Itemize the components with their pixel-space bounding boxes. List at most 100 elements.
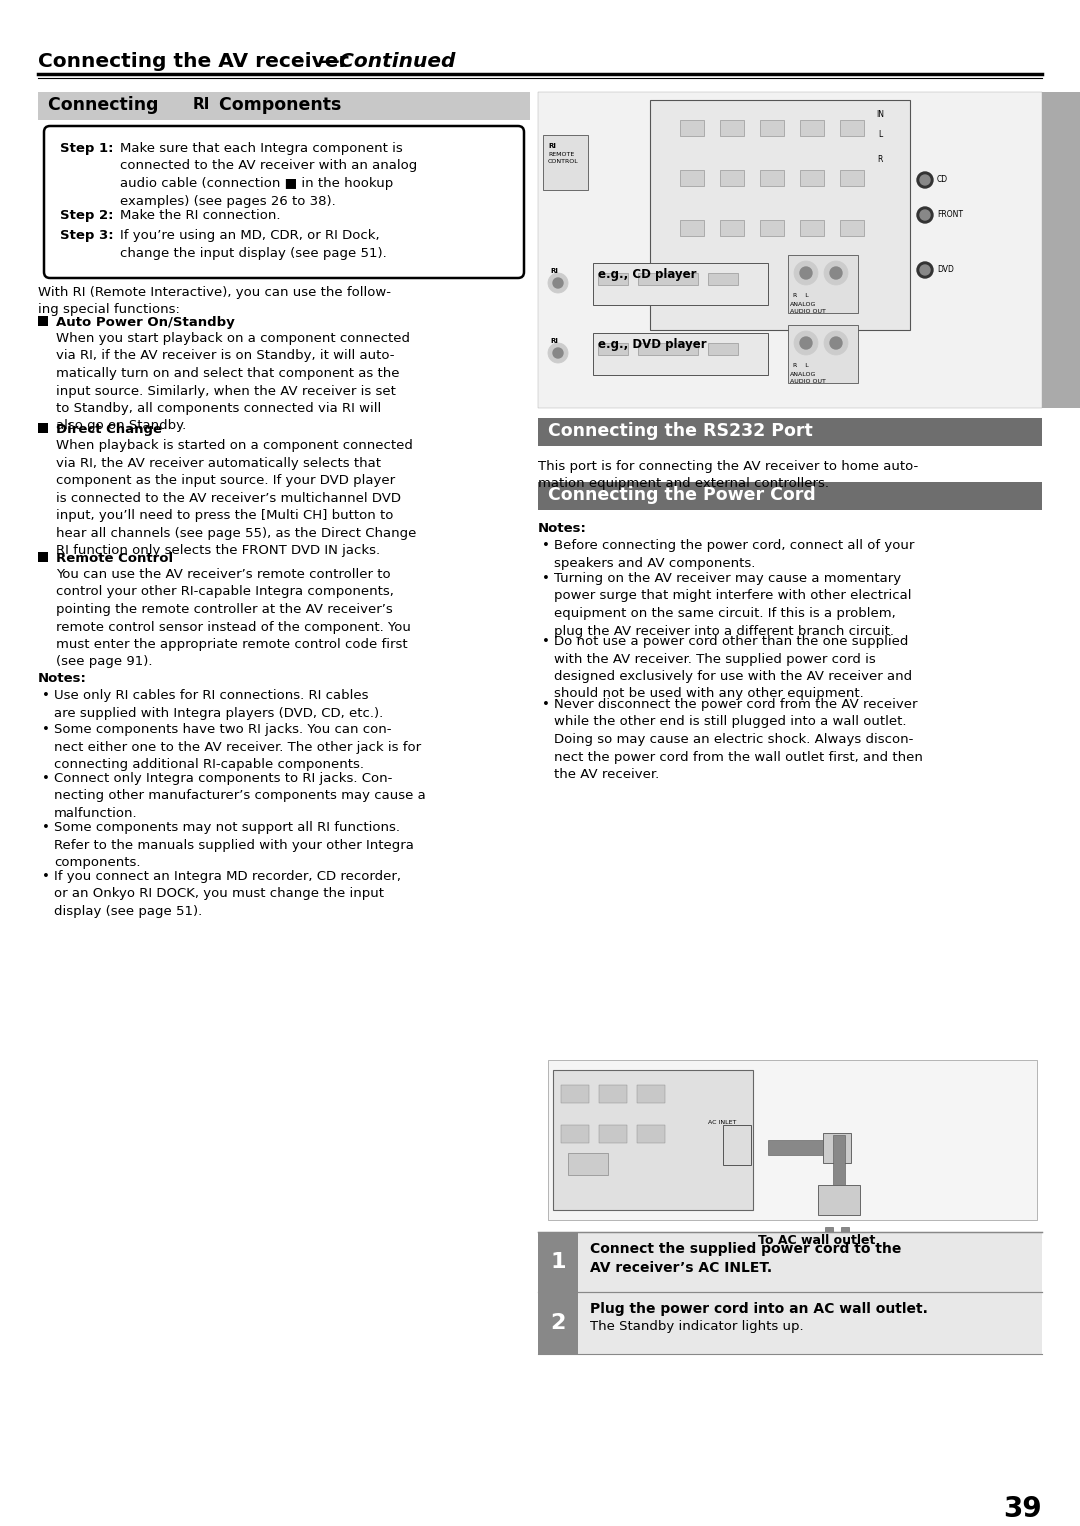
Bar	[538, 1231, 578, 1293]
Text: AC INLET: AC INLET	[708, 1120, 737, 1125]
Text: Direct Change: Direct Change	[56, 423, 162, 436]
Text: Some components may not support all RI functions.
Refer to the manuals supplied : Some components may not support all RI f…	[54, 821, 414, 868]
Text: Make the RI connection.: Make the RI connection.	[120, 209, 281, 221]
Text: AUDIO OUT: AUDIO OUT	[789, 308, 826, 314]
Bar	[548, 1061, 1037, 1219]
Text: Connecting the AV receiver: Connecting the AV receiver	[38, 52, 349, 72]
Text: •: •	[42, 772, 50, 784]
Text: Connecting: Connecting	[48, 96, 164, 114]
Text: •: •	[42, 870, 50, 884]
Text: e.g., DVD player: e.g., DVD player	[598, 337, 706, 351]
Text: •: •	[542, 697, 550, 711]
Bar	[638, 273, 698, 285]
Text: RI: RI	[550, 269, 558, 275]
Bar	[538, 92, 1042, 407]
Circle shape	[794, 331, 818, 356]
Bar	[760, 169, 784, 186]
Bar	[840, 169, 864, 186]
Bar	[538, 1293, 1042, 1354]
Circle shape	[920, 175, 930, 185]
Bar	[800, 220, 824, 237]
Circle shape	[800, 267, 812, 279]
Circle shape	[831, 267, 842, 279]
Bar	[538, 418, 1042, 446]
Text: •: •	[42, 723, 50, 736]
Text: AUDIO OUT: AUDIO OUT	[789, 378, 826, 385]
Text: FRONT: FRONT	[937, 211, 963, 220]
Text: To AC wall outlet: To AC wall outlet	[758, 1235, 876, 1247]
Bar	[788, 255, 858, 313]
Bar	[760, 220, 784, 237]
Bar	[841, 1227, 849, 1242]
Text: R    L: R L	[793, 363, 809, 368]
Bar	[38, 552, 48, 562]
Text: This port is for connecting the AV receiver to home auto-
mation equipment and e: This port is for connecting the AV recei…	[538, 459, 918, 490]
Bar	[538, 1231, 1042, 1293]
Text: Notes:: Notes:	[538, 522, 586, 536]
Text: Before connecting the power cord, connect all of your
speakers and AV components: Before connecting the power cord, connec…	[554, 539, 915, 569]
Bar	[840, 121, 864, 136]
Text: IN: IN	[876, 110, 885, 119]
Bar	[598, 273, 627, 285]
Text: Components: Components	[213, 96, 341, 114]
Text: CONTROL: CONTROL	[548, 159, 579, 163]
Bar	[1042, 92, 1080, 407]
Bar	[637, 1085, 665, 1103]
Bar	[768, 1140, 823, 1155]
Text: —Continued: —Continued	[320, 52, 457, 72]
Bar	[593, 262, 768, 305]
Circle shape	[794, 261, 818, 285]
Bar	[593, 333, 768, 375]
Text: With RI (Remote Interactive), you can use the follow-
ing special functions:: With RI (Remote Interactive), you can us…	[38, 285, 391, 316]
Text: If you’re using an MD, CDR, or RI Dock,
change the input display (see page 51).: If you’re using an MD, CDR, or RI Dock, …	[120, 229, 387, 259]
Bar	[598, 343, 627, 356]
Circle shape	[548, 273, 568, 293]
Text: R: R	[877, 156, 882, 163]
FancyBboxPatch shape	[44, 127, 524, 278]
Bar	[538, 1293, 578, 1354]
Text: Notes:: Notes:	[38, 671, 86, 685]
Bar	[723, 1125, 751, 1164]
Bar	[553, 1070, 753, 1210]
Text: •: •	[542, 572, 550, 584]
Circle shape	[917, 208, 933, 223]
Text: RI: RI	[548, 143, 556, 150]
Circle shape	[917, 172, 933, 188]
Text: Plug the power cord into an AC wall outlet.: Plug the power cord into an AC wall outl…	[590, 1302, 928, 1315]
Bar	[599, 1125, 627, 1143]
Text: RI: RI	[193, 98, 211, 111]
Text: Auto Power On/Standby: Auto Power On/Standby	[56, 316, 234, 330]
Bar	[800, 121, 824, 136]
Text: The Standby indicator lights up.: The Standby indicator lights up.	[590, 1320, 804, 1334]
Text: Connect the supplied power cord to the
AV receiver’s AC INLET.: Connect the supplied power cord to the A…	[590, 1242, 902, 1274]
Bar	[720, 169, 744, 186]
Text: Connecting the RS232 Port: Connecting the RS232 Port	[548, 423, 813, 439]
Text: 2: 2	[551, 1312, 566, 1334]
Circle shape	[548, 343, 568, 363]
Bar	[650, 101, 910, 330]
Text: •: •	[42, 821, 50, 835]
Text: Never disconnect the power cord from the AV receiver
while the other end is stil: Never disconnect the power cord from the…	[554, 697, 923, 781]
Circle shape	[917, 262, 933, 278]
Text: When you start playback on a component connected
via RI, if the AV receiver is o: When you start playback on a component c…	[56, 333, 410, 432]
Text: When playback is started on a component connected
via RI, the AV receiver automa: When playback is started on a component …	[56, 439, 417, 557]
Bar	[788, 325, 858, 383]
Circle shape	[920, 211, 930, 220]
Text: •: •	[542, 539, 550, 552]
Bar	[568, 1154, 608, 1175]
Bar	[38, 316, 48, 327]
Circle shape	[553, 278, 563, 288]
Text: ANALOG: ANALOG	[789, 302, 816, 307]
Text: R    L: R L	[793, 293, 809, 298]
Bar	[543, 134, 588, 191]
Bar	[840, 220, 864, 237]
Text: CD: CD	[937, 175, 948, 185]
Bar	[708, 343, 738, 356]
Text: Step 1:: Step 1:	[60, 142, 113, 156]
Text: Make sure that each Integra component is
connected to the AV receiver with an an: Make sure that each Integra component is…	[120, 142, 417, 208]
Text: •: •	[542, 635, 550, 649]
Bar	[561, 1125, 589, 1143]
Bar	[38, 423, 48, 433]
Bar	[637, 1125, 665, 1143]
Text: Step 2:: Step 2:	[60, 209, 113, 221]
